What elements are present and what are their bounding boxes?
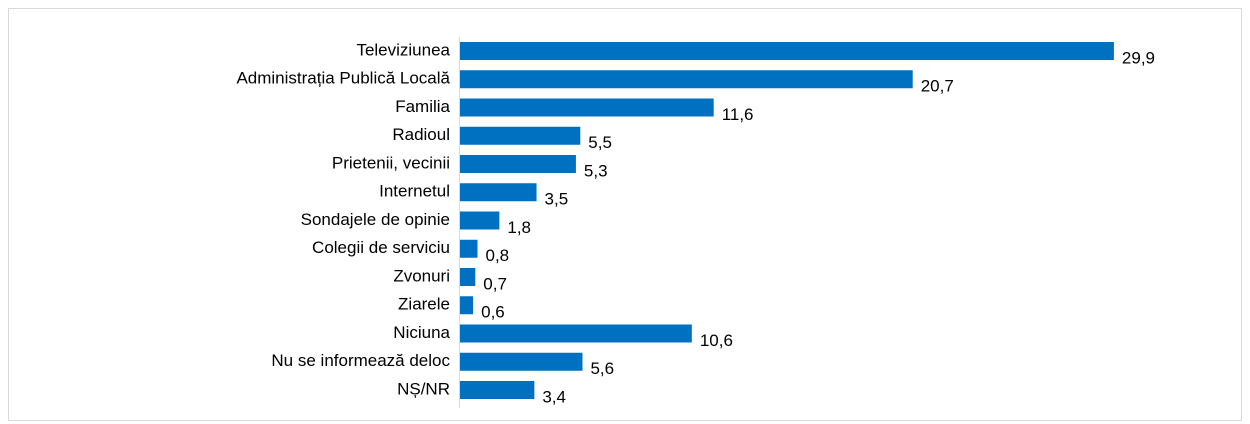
category-label: NȘ/NR bbox=[397, 379, 450, 398]
bar bbox=[460, 183, 537, 202]
category-label: Prietenii, vecinii bbox=[332, 153, 450, 172]
value-label: 1,8 bbox=[507, 218, 531, 237]
category-label: Sondajele de opinie bbox=[301, 210, 450, 229]
bar bbox=[460, 239, 478, 258]
category-label: Zvonuri bbox=[393, 266, 450, 285]
value-label: 10,6 bbox=[700, 331, 733, 350]
value-label: 20,7 bbox=[921, 77, 954, 96]
category-label: Televiziunea bbox=[356, 40, 450, 59]
category-label: Colegii de serviciu bbox=[312, 238, 450, 257]
value-label: 5,3 bbox=[584, 161, 608, 180]
bar bbox=[460, 42, 1114, 60]
value-label: 0,7 bbox=[483, 274, 507, 293]
category-label: Ziarele bbox=[398, 295, 450, 314]
bar bbox=[460, 381, 535, 399]
bar bbox=[460, 211, 500, 230]
category-label: Niciuna bbox=[393, 323, 450, 342]
category-label: Administrația Publică Locală bbox=[236, 69, 450, 88]
category-label: Internetul bbox=[379, 182, 450, 201]
value-label: 5,6 bbox=[590, 359, 614, 378]
bar bbox=[460, 98, 714, 117]
bar bbox=[460, 352, 583, 371]
value-label: 3,4 bbox=[542, 387, 566, 406]
category-label: Radioul bbox=[392, 125, 450, 144]
value-label: 5,5 bbox=[588, 133, 612, 152]
bar bbox=[460, 155, 576, 173]
value-label: 3,5 bbox=[545, 190, 569, 209]
bar bbox=[460, 70, 913, 89]
bar bbox=[460, 126, 581, 145]
category-label: Familia bbox=[395, 97, 450, 116]
bar bbox=[460, 296, 474, 315]
bar bbox=[460, 324, 692, 343]
value-label: 11,6 bbox=[722, 105, 754, 124]
bar bbox=[460, 268, 476, 286]
category-label: Nu se informează deloc bbox=[271, 351, 450, 370]
value-label: 0,8 bbox=[485, 246, 509, 265]
value-label: 29,9 bbox=[1122, 48, 1155, 67]
value-label: 0,6 bbox=[481, 303, 505, 322]
